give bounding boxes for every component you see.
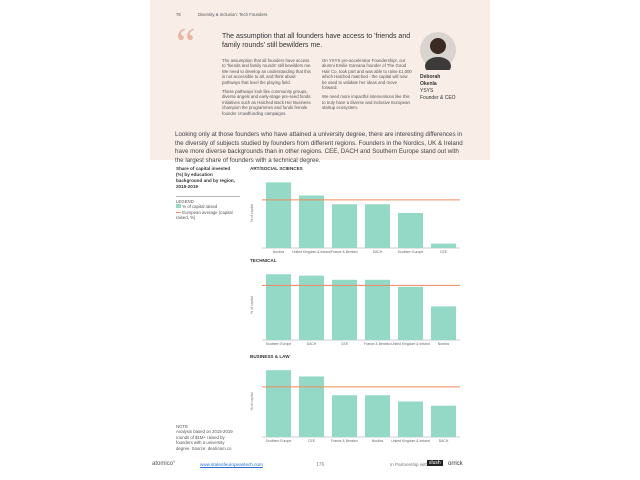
legend-item: European average (capital raised, %) [176, 210, 240, 221]
portrait [420, 32, 456, 70]
quote-mark: “ [176, 19, 196, 68]
bar [364, 395, 391, 437]
paragraph: On YSYS pre-accelerator Foundershipr, ou… [322, 58, 412, 91]
bar [397, 401, 424, 437]
paragraph: The assumption that all founders have ac… [222, 58, 312, 85]
footer-url[interactable]: www.stateofeuropeantech.com [200, 462, 263, 467]
note: NOTE Analysis based on 2015-2019 rounds … [176, 424, 238, 451]
bar [397, 286, 424, 340]
category-label: Southern Europe [266, 342, 292, 346]
paragraph: These pathways look like community group… [222, 89, 312, 116]
chart-title: ART/SOCIAL SCIENCES [250, 166, 303, 171]
page-number: 176 [316, 462, 325, 468]
category-label: United Kingdom & Ireland [292, 250, 331, 254]
bar [265, 370, 292, 437]
body-left: The assumption that all founders have ac… [222, 58, 314, 116]
legend: LEGEND % of capital raised European aver… [176, 196, 240, 221]
category-label: United Kingdom & Ireland [391, 439, 430, 443]
person-role: Founder & CEO [420, 95, 456, 101]
category-label: France & Benelux [331, 439, 358, 443]
bar [331, 204, 358, 248]
y-axis-label: % of capital [250, 204, 254, 222]
bar [298, 376, 325, 437]
bar [331, 395, 358, 437]
bar [430, 306, 457, 340]
bar [397, 213, 424, 248]
footer-brand: atomico° [152, 461, 176, 467]
category-label: Nordics [273, 250, 285, 254]
chart-title: TECHNICAL [250, 258, 277, 263]
legend-heading: LEGEND [176, 199, 194, 204]
category-label: DACH [373, 250, 383, 254]
bar [265, 182, 292, 248]
chart-title: BUSINESS & LAW [250, 354, 290, 359]
category-label: France & Benelux [364, 342, 391, 346]
category-label: CEE [440, 250, 448, 254]
category-label: Nordics [438, 342, 450, 346]
bar [430, 243, 457, 248]
person-name: Deborah Okenla [420, 74, 441, 87]
note-heading: NOTE [176, 424, 188, 429]
paragraph: We need more impactful interventions lik… [322, 94, 410, 111]
bar [298, 275, 325, 340]
category-label: DACH [307, 342, 317, 346]
category-label: Nordics [372, 439, 384, 443]
bar [364, 204, 391, 248]
charts: ART/SOCIAL SCIENCES % of capital Nordics Un… [250, 166, 460, 443]
sidebar-title: Share of capital invested (%) by educati… [176, 166, 235, 189]
page-tag: 76 [176, 12, 181, 17]
legend-item: % of capital raised [176, 204, 240, 209]
intro-text: Looking only at those founders who have … [175, 131, 463, 164]
quote-text: The assumption that all founders have ac… [222, 33, 411, 49]
legend-label: % of capital raised [182, 204, 218, 210]
body-right: On YSYS pre-accelerator Foundershipr, ou… [322, 58, 412, 111]
y-axis-label: % of capital [250, 296, 254, 314]
bar [364, 279, 391, 340]
bar [331, 279, 358, 340]
category-label: France & Benelux [331, 250, 358, 254]
quote-panel [150, 0, 490, 160]
partner: slush [427, 460, 443, 466]
person-org: YSYS [420, 88, 434, 94]
category-label: United Kingdom & Ireland [391, 342, 430, 346]
bar [298, 195, 325, 248]
partner: orrick [448, 461, 463, 467]
section-title: Diversity & Inclusion: Tech Founders [198, 12, 268, 17]
legend-label: European average (capital raised, %) [176, 209, 233, 221]
category-label: CEE [341, 342, 349, 346]
bar [430, 405, 457, 437]
partner-text: In Partnership with [390, 462, 429, 467]
bar [265, 274, 292, 340]
category-label: CEE [308, 439, 316, 443]
note-text: Analysis based on 2015-2019 rounds of $1… [176, 429, 233, 451]
category-label: Southern Europe [398, 250, 424, 254]
category-label: Southern Europe [266, 439, 292, 443]
person: Deborah Okenla YSYS Founder & CEO [420, 74, 456, 102]
y-axis-label: % of capital [250, 392, 254, 410]
category-label: DACH [439, 439, 449, 443]
